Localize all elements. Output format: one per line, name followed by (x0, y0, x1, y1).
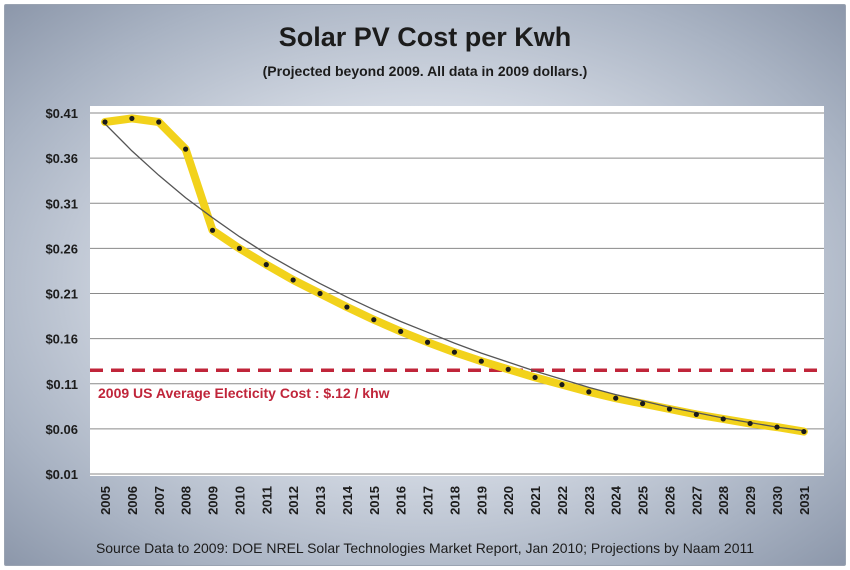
x-tick-label: 2016 (394, 486, 409, 515)
data-point (532, 374, 538, 381)
data-point (398, 328, 404, 335)
data-point (640, 401, 646, 407)
x-tick-label: 2030 (770, 486, 785, 515)
data-point (747, 420, 753, 427)
data-point (344, 304, 350, 310)
x-tick-label: 2006 (125, 486, 140, 515)
data-point (586, 389, 592, 395)
x-tick-label: 2014 (340, 485, 355, 515)
y-tick-label: $0.26 (45, 241, 78, 256)
y-axis-ticks: $0.41 $0.36 $0.31 $0.26 $0.21 $0.16 $0.11 $0.06… (45, 106, 78, 482)
x-tick-label: 2028 (716, 486, 731, 515)
data-point (102, 119, 108, 125)
y-tick-label: $0.16 (45, 332, 78, 347)
x-tick-label: 2019 (474, 486, 489, 515)
x-tick-label: 2013 (313, 486, 328, 515)
data-series (101, 114, 808, 436)
x-tick-label: 2015 (367, 486, 382, 515)
y-tick-label: $0.31 (45, 196, 78, 211)
data-point (424, 339, 431, 345)
x-tick-label: 2025 (636, 486, 651, 515)
x-tick-label: 2008 (179, 486, 194, 515)
x-tick-label: 2011 (259, 486, 274, 514)
x-tick-label: 2024 (609, 485, 624, 515)
data-point (371, 317, 377, 323)
x-tick-label: 2005 (98, 486, 113, 515)
chart-source-note: Source Data to 2009: DOE NREL Solar Tech… (95, 540, 755, 556)
x-tick-label: 2010 (232, 486, 247, 515)
series-trend-line (104, 123, 804, 432)
data-point (774, 424, 780, 430)
x-axis-ticks: 2005 2006 2007 2008 2009 2010 2011 2012 2013 2014… (98, 485, 812, 515)
data-point (666, 406, 673, 412)
y-tick-label: $0.11 (46, 377, 78, 392)
data-point (263, 262, 269, 268)
x-tick-label: 2020 (501, 486, 516, 515)
data-point (720, 416, 726, 422)
reference-line-label: 2009 US Average Electicity Cost : $.12 /… (98, 385, 390, 401)
y-tick-label: $0.36 (45, 151, 78, 166)
x-tick-label: 2027 (689, 486, 704, 515)
data-point (693, 411, 699, 418)
x-tick-label: 2009 (206, 486, 221, 515)
x-tick-label: 2022 (555, 486, 570, 515)
x-tick-label: 2021 (528, 486, 543, 515)
data-point (129, 115, 135, 122)
x-tick-label: 2007 (152, 486, 167, 515)
reference-line-group: 2009 US Average Electicity Cost : $.12 /… (90, 368, 824, 401)
data-point (559, 382, 565, 388)
data-point (156, 119, 162, 125)
chart-title: Solar PV Cost per Kwh (278, 22, 572, 52)
x-tick-label: 2023 (582, 486, 597, 515)
x-tick-label: 2018 (447, 486, 462, 515)
data-point (317, 290, 323, 297)
y-tick-label: $0.41 (45, 106, 78, 121)
y-tick-label: $0.01 (45, 467, 78, 482)
y-tick-label: $0.21 (45, 287, 78, 302)
data-point (236, 245, 242, 251)
chart-subtitle: (Projected beyond 2009. All data in 2009… (262, 63, 588, 79)
x-tick-label: 2017 (421, 486, 436, 515)
x-tick-label: 2026 (662, 486, 677, 515)
data-point (478, 358, 484, 364)
x-tick-label: 2029 (743, 486, 758, 515)
data-point (801, 428, 807, 435)
data-point (505, 366, 511, 372)
data-point (613, 395, 619, 401)
y-tick-label: $0.06 (45, 422, 78, 437)
data-point (290, 277, 296, 283)
data-point (209, 227, 216, 233)
x-tick-label: 2012 (286, 486, 301, 515)
data-point (451, 349, 458, 355)
x-tick-label: 2031 (797, 486, 812, 515)
gridlines (90, 112, 824, 475)
data-point (183, 146, 189, 152)
